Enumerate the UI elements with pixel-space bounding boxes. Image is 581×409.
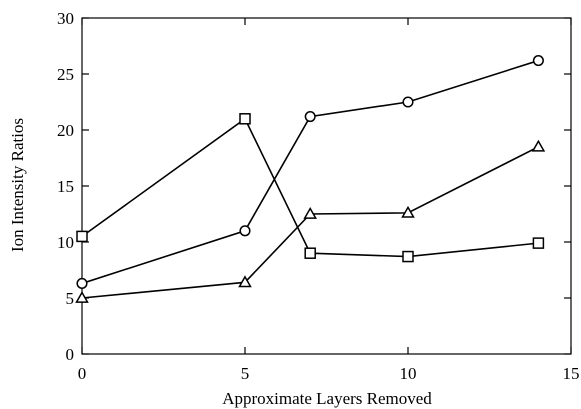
y-tick-label: 10 <box>57 233 74 252</box>
data-point-triangle <box>303 206 317 219</box>
data-point-circle <box>239 225 251 237</box>
x-axis-label: Approximate Layers Removed <box>222 389 432 408</box>
series-square <box>76 113 545 263</box>
x-tick-label: 0 <box>78 364 87 383</box>
y-axis-label: Ion Intensity Ratios <box>8 118 27 252</box>
data-point-triangle <box>401 205 415 218</box>
data-point-square <box>304 247 316 259</box>
data-point-square <box>402 250 414 263</box>
plot-frame <box>81 17 572 355</box>
series-triangle <box>75 139 546 303</box>
data-point-triangle <box>75 290 89 303</box>
y-tick-label: 5 <box>66 289 75 308</box>
data-point-square <box>239 113 251 125</box>
data-point-square <box>532 237 545 249</box>
data-point-circle <box>76 277 88 289</box>
data-point-triangle <box>238 275 252 288</box>
series-line-square <box>81 117 539 258</box>
y-tick-label: 20 <box>57 121 74 140</box>
x-tick-label: 15 <box>563 364 580 383</box>
data-point-circle <box>304 111 316 123</box>
y-tick-label: 15 <box>57 177 74 196</box>
x-tick-label: 10 <box>400 364 417 383</box>
data-point-square <box>76 230 88 243</box>
series-circle <box>76 55 544 289</box>
series-layer <box>75 55 546 303</box>
y-tick-label: 30 <box>57 9 74 28</box>
data-point-circle <box>402 96 414 108</box>
x-tick-label: 5 <box>241 364 250 383</box>
axis-ticks <box>81 17 572 355</box>
y-tick-label: 0 <box>66 345 75 364</box>
plot-area <box>75 17 572 355</box>
data-point-triangle <box>531 139 546 152</box>
series-line-triangle <box>81 146 539 299</box>
tick-labels: 0 5 10 15 0 5 10 15 20 25 30 <box>57 9 580 383</box>
data-point-circle <box>532 55 544 67</box>
y-tick-label: 25 <box>57 65 74 84</box>
